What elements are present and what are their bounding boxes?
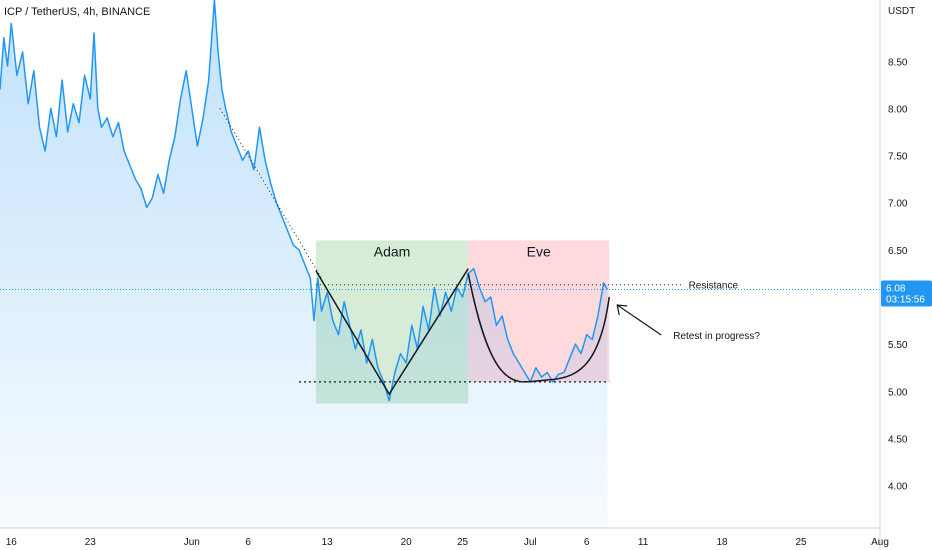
last-price-value: 6.08 [886, 283, 906, 294]
x-tick-label: 6 [584, 537, 590, 548]
adam-v-shape[interactable] [315, 268, 469, 396]
last-price-badge [881, 280, 932, 307]
x-tick-label: Jul [524, 537, 537, 548]
y-tick-label: 7.50 [888, 152, 908, 163]
x-tick-label: 6 [245, 537, 251, 548]
zone-label-eve: Eve [527, 243, 551, 259]
y-axis-unit: USDT [888, 6, 915, 17]
zone-label-adam: Adam [374, 243, 411, 259]
callout-label: Retest in progress? [673, 331, 760, 342]
eve-curve-shape[interactable] [467, 273, 610, 383]
x-tick-label: Aug [871, 537, 889, 548]
price-area-fill [0, 0, 608, 528]
x-tick-label: 23 [85, 537, 97, 548]
x-tick-label: 16 [6, 537, 18, 548]
x-tick-label: 25 [457, 537, 469, 548]
x-tick-label: 18 [716, 537, 728, 548]
x-tick-label: 20 [401, 537, 413, 548]
descending-trendline[interactable] [219, 108, 322, 279]
price-series-line[interactable] [0, 0, 609, 402]
x-tick-label: 25 [795, 537, 807, 548]
callout-arrow-line [616, 304, 662, 336]
x-tick-label: Jun [184, 537, 200, 548]
y-tick-label: 8.00 [888, 104, 908, 115]
y-tick-label: 8.50 [888, 57, 908, 68]
y-tick-label: 5.50 [888, 340, 908, 351]
x-tick-label: 13 [322, 537, 334, 548]
y-tick-label: 4.00 [888, 482, 908, 493]
y-tick-label: 7.00 [888, 199, 908, 210]
bar-countdown: 03:15:56 [886, 294, 925, 305]
x-tick-label: 11 [638, 537, 649, 548]
y-tick-label: 5.00 [888, 387, 908, 398]
resistance-label: Resistance [689, 281, 739, 292]
y-tick-label: 6.50 [888, 246, 908, 257]
callout-arrow-head [616, 304, 628, 316]
chart-title: ICP / TetherUS, 4h, BINANCE [4, 6, 150, 18]
y-tick-label: 4.50 [888, 434, 908, 445]
